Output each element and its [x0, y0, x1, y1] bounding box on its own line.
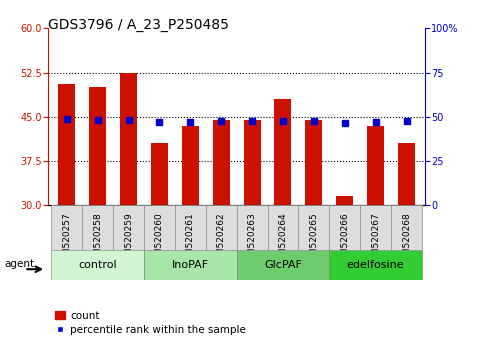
Text: GSM520267: GSM520267	[371, 212, 380, 267]
Text: edelfosine: edelfosine	[347, 259, 404, 270]
Point	[341, 120, 349, 126]
Text: GSM520265: GSM520265	[310, 212, 318, 267]
Point	[94, 118, 101, 123]
Bar	[329, 205, 360, 250]
Text: GSM520260: GSM520260	[155, 212, 164, 267]
Bar	[51, 205, 82, 250]
Bar	[175, 205, 206, 250]
Bar	[51, 250, 144, 280]
Bar	[237, 205, 268, 250]
Bar	[329, 250, 422, 280]
Bar	[367, 126, 384, 205]
Text: GlcPAF: GlcPAF	[264, 259, 302, 270]
Bar	[391, 205, 422, 250]
Text: agent: agent	[5, 259, 35, 269]
Bar	[206, 205, 237, 250]
Point	[279, 119, 287, 124]
Legend: count, percentile rank within the sample: count, percentile rank within the sample	[54, 310, 247, 336]
Bar	[151, 143, 168, 205]
Bar	[58, 84, 75, 205]
Bar	[144, 205, 175, 250]
Bar	[298, 205, 329, 250]
Bar	[268, 205, 298, 250]
Bar	[398, 143, 415, 205]
Text: GSM520257: GSM520257	[62, 212, 71, 267]
Text: GSM520262: GSM520262	[217, 212, 226, 267]
Point	[310, 119, 318, 124]
Point	[63, 117, 71, 122]
Bar	[237, 250, 329, 280]
Bar	[274, 99, 291, 205]
Bar	[89, 87, 106, 205]
Point	[217, 119, 225, 124]
Text: GSM520268: GSM520268	[402, 212, 411, 267]
Bar	[120, 73, 137, 205]
Text: control: control	[78, 259, 117, 270]
Text: GSM520261: GSM520261	[186, 212, 195, 267]
Bar	[336, 196, 353, 205]
Bar	[144, 250, 237, 280]
Bar	[213, 120, 230, 205]
Bar	[360, 205, 391, 250]
Point	[403, 119, 411, 124]
Bar	[182, 126, 199, 205]
Bar	[243, 120, 261, 205]
Point	[125, 118, 132, 123]
Text: GSM520264: GSM520264	[279, 212, 287, 267]
Bar	[113, 205, 144, 250]
Text: InoPAF: InoPAF	[172, 259, 209, 270]
Point	[186, 119, 194, 125]
Text: GSM520263: GSM520263	[248, 212, 256, 267]
Text: GSM520258: GSM520258	[93, 212, 102, 267]
Bar	[305, 120, 322, 205]
Bar	[82, 205, 113, 250]
Point	[248, 119, 256, 124]
Text: GDS3796 / A_23_P250485: GDS3796 / A_23_P250485	[48, 18, 229, 32]
Point	[156, 119, 163, 125]
Point	[372, 119, 380, 125]
Text: GSM520266: GSM520266	[340, 212, 349, 267]
Text: GSM520259: GSM520259	[124, 212, 133, 267]
